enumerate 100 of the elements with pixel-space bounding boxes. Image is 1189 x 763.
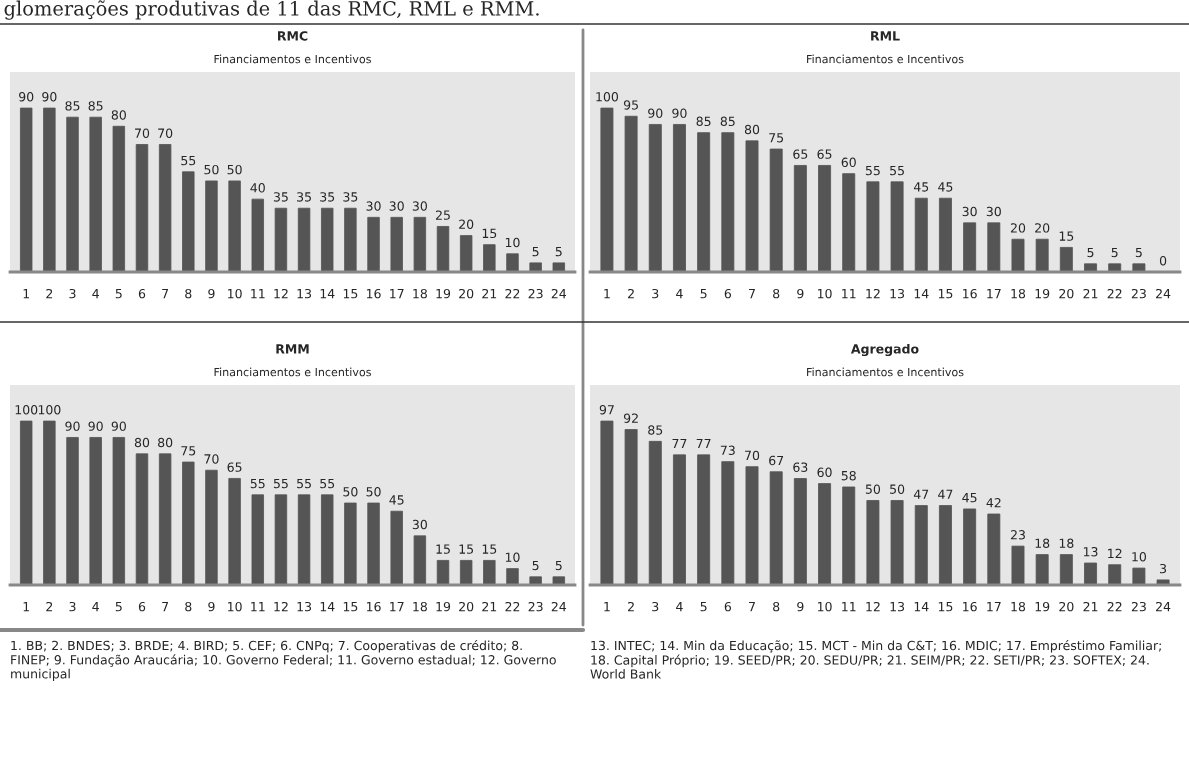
data-label: 45 xyxy=(962,493,977,503)
x-tick-label: 18 xyxy=(1011,601,1026,612)
x-tick-label: 23 xyxy=(528,601,543,612)
x-tick-label: 11 xyxy=(842,602,856,612)
data-label: 45 xyxy=(938,182,953,192)
data-label: 65 xyxy=(227,462,242,472)
bar xyxy=(182,171,195,272)
bar xyxy=(1011,238,1025,272)
bar xyxy=(20,420,33,585)
data-label: 40 xyxy=(250,183,265,193)
bar xyxy=(1035,238,1049,272)
bar xyxy=(251,198,264,272)
data-label: 45 xyxy=(389,495,404,505)
x-tick-label: 13 xyxy=(297,601,312,612)
x-tick-label: 12 xyxy=(866,288,880,299)
x-tick-label: 22 xyxy=(1107,601,1122,612)
x-tick-label: 10 xyxy=(228,601,242,612)
x-tick-label: 15 xyxy=(343,602,358,612)
bar xyxy=(228,478,241,585)
bar xyxy=(721,132,735,272)
bar xyxy=(987,513,1001,585)
bar xyxy=(529,576,542,585)
x-tick-label: 11 xyxy=(251,289,265,299)
bar xyxy=(938,197,952,272)
bar xyxy=(297,494,311,585)
bar xyxy=(436,559,450,585)
data-label: 58 xyxy=(841,470,856,481)
x-tick-label: 12 xyxy=(274,288,288,299)
bar xyxy=(745,466,759,585)
chart-subtitle: Financiamentos e Incentivos xyxy=(807,54,964,64)
bar xyxy=(274,494,288,585)
x-tick-label: 21 xyxy=(482,601,497,612)
data-label: 85 xyxy=(720,116,735,127)
bar xyxy=(648,440,662,585)
data-label: 73 xyxy=(720,445,735,456)
data-label: 85 xyxy=(696,116,711,127)
data-label: 50 xyxy=(343,486,358,497)
bar xyxy=(600,107,614,272)
x-tick-label: 21 xyxy=(482,288,497,299)
data-label: 30 xyxy=(366,201,381,211)
x-tick-label: 21 xyxy=(1083,601,1098,612)
x-tick-label: 9 xyxy=(208,601,215,612)
data-label: 5 xyxy=(532,247,539,257)
x-tick-label: 24 xyxy=(1156,601,1171,612)
x-tick-label: 17 xyxy=(390,602,404,612)
x-tick-label: 14 xyxy=(320,289,335,299)
text: glomerações produtivas de 11 das RMC, RML e RMM. xyxy=(4,0,539,20)
data-label: 80 xyxy=(134,437,150,448)
data-label: 70 xyxy=(158,128,173,138)
bar xyxy=(1084,263,1097,272)
x-tick-label: 16 xyxy=(366,601,381,612)
bar xyxy=(297,207,311,272)
x-tick-label: 4 xyxy=(92,289,99,299)
data-label: 95 xyxy=(623,100,638,110)
bar xyxy=(818,483,832,585)
data-label: 10 xyxy=(505,237,520,248)
x-tick-label: 20 xyxy=(459,601,474,612)
data-label: 15 xyxy=(436,544,450,554)
data-label: 5 xyxy=(555,560,562,571)
bar xyxy=(987,222,1001,272)
x-tick-label: 15 xyxy=(938,289,953,299)
bar xyxy=(624,115,638,272)
x-tick-label: 13 xyxy=(890,601,905,612)
bar xyxy=(914,197,928,272)
bar xyxy=(43,420,56,585)
bar xyxy=(745,140,759,272)
x-tick-label: 8 xyxy=(773,288,780,299)
bar xyxy=(648,124,662,272)
bar xyxy=(158,144,172,272)
x-tick-label: 6 xyxy=(138,288,146,299)
data-label: 90 xyxy=(648,108,663,118)
data-label: 5 xyxy=(1135,247,1142,258)
data-label: 60 xyxy=(841,157,856,168)
bar xyxy=(459,235,473,272)
x-tick-label: 15 xyxy=(938,602,953,612)
data-label: 15 xyxy=(482,544,497,554)
bar xyxy=(483,559,496,585)
x-tick-label: 19 xyxy=(436,601,451,612)
data-label: 50 xyxy=(366,486,381,497)
data-label: 35 xyxy=(297,192,311,202)
bar xyxy=(890,500,904,585)
chart-subtitle: Financiamentos e Incentivos xyxy=(807,367,964,377)
x-tick-label: 13 xyxy=(297,288,312,299)
x-tick-label: 7 xyxy=(749,289,755,299)
data-label: 50 xyxy=(227,164,242,175)
x-tick-label: 19 xyxy=(436,288,451,299)
x-tick-label: 3 xyxy=(652,601,659,612)
data-label: 15 xyxy=(1059,231,1074,241)
data-label: 30 xyxy=(389,201,404,211)
text: 13. INTEC; 14. Min da Educação; 15. MCT - Min da C&T; 16. MDIC; 17. Empréstimo Familiar; 18. Capital Próprio; 19. SEED/PR; 20. SEDU/PR; 21. SEIM/PR; 22. SETI/PR; 23. SOFTEX; 24. World Bank xyxy=(590,640,1161,679)
bar xyxy=(769,471,783,585)
data-label: 10 xyxy=(505,552,520,563)
x-tick-label: 22 xyxy=(505,601,520,612)
chart-title: Agregado xyxy=(850,343,919,357)
data-label: 47 xyxy=(913,489,929,499)
data-label: 55 xyxy=(865,165,880,176)
data-label: 80 xyxy=(744,124,760,135)
x-tick-label: 12 xyxy=(274,601,288,612)
bar xyxy=(673,124,686,272)
data-label: 85 xyxy=(648,425,663,435)
